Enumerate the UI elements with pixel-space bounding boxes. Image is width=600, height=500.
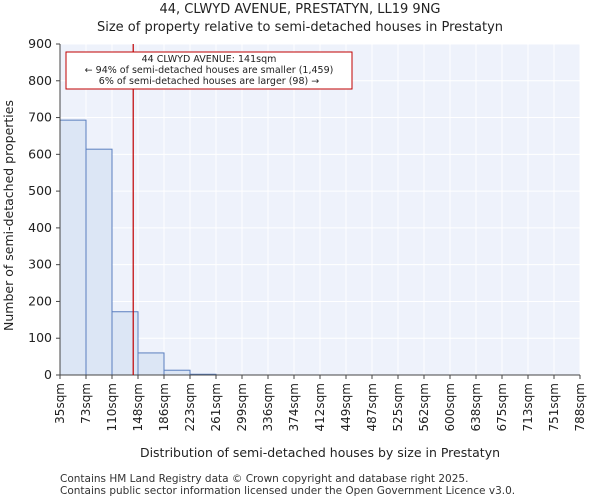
footer-line-1: Contains HM Land Registry data © Crown c… <box>60 473 469 485</box>
x-tick-label: 186sqm <box>157 383 171 431</box>
annotation-line1: 44 CLWYD AVENUE: 141sqm <box>142 54 277 65</box>
y-tick-label: 800 <box>28 73 52 88</box>
x-tick-label: 449sqm <box>339 383 353 431</box>
y-tick-label: 300 <box>28 257 52 272</box>
bar-35sqm <box>59 119 87 376</box>
footer-line-2: Contains public sector information licen… <box>60 485 516 497</box>
y-axis-label: Number of semi-detached properties <box>1 100 16 331</box>
y-tick-label: 500 <box>28 183 52 198</box>
x-tick-label: 110sqm <box>105 383 119 431</box>
x-tick-label: 374sqm <box>287 383 301 431</box>
annotation-line3: 6% of semi-detached houses are larger (9… <box>99 76 319 87</box>
histogram-chart: 0 100 200 300 400 500 600 700 800 900 35sqm 73sqm 11… <box>1 36 587 460</box>
y-tick-label: 900 <box>28 36 52 51</box>
y-tick-label: 0 <box>44 367 52 382</box>
chart-subtitle: Size of property relative to semi-detach… <box>96 20 504 35</box>
bar-73sqm <box>85 148 113 376</box>
x-tick-label: 412sqm <box>313 383 327 431</box>
y-tick-label: 600 <box>28 146 52 161</box>
x-tick-label: 336sqm <box>261 383 275 431</box>
x-tick-label: 223sqm <box>183 383 197 431</box>
x-tick-label: 675sqm <box>495 383 509 431</box>
y-tick-label: 400 <box>28 220 52 235</box>
x-tick-label: 261sqm <box>209 383 223 431</box>
x-tick-label: 73sqm <box>79 383 93 424</box>
bar-186sqm <box>163 369 191 376</box>
x-tick-label: 751sqm <box>547 383 561 431</box>
annotation-box <box>65 51 353 90</box>
x-tick-label: 299sqm <box>235 383 249 431</box>
x-tick-label: 638sqm <box>469 383 483 431</box>
annotation-line2: ← 94% of semi-detached houses are smalle… <box>85 65 334 76</box>
y-tick-label: 200 <box>28 293 52 308</box>
x-tick-label: 35sqm <box>53 383 67 424</box>
chart-title: 44, CLWYD AVENUE, PRESTATYN, LL19 9NG <box>159 2 441 17</box>
x-tick-label: 600sqm <box>443 383 457 431</box>
bar-148sqm <box>137 352 165 376</box>
x-tick-label: 487sqm <box>365 383 379 431</box>
x-tick-label: 525sqm <box>391 383 405 431</box>
x-tick-label: 713sqm <box>521 383 535 431</box>
bar-110sqm <box>111 311 139 376</box>
x-tick-label: 562sqm <box>417 383 431 431</box>
y-tick-label: 100 <box>28 330 52 345</box>
x-axis-label: Distribution of semi-detached houses by … <box>140 445 500 460</box>
y-tick-label: 700 <box>28 110 52 125</box>
x-tick-label: 148sqm <box>131 383 145 431</box>
x-tick-label: 788sqm <box>573 383 587 431</box>
